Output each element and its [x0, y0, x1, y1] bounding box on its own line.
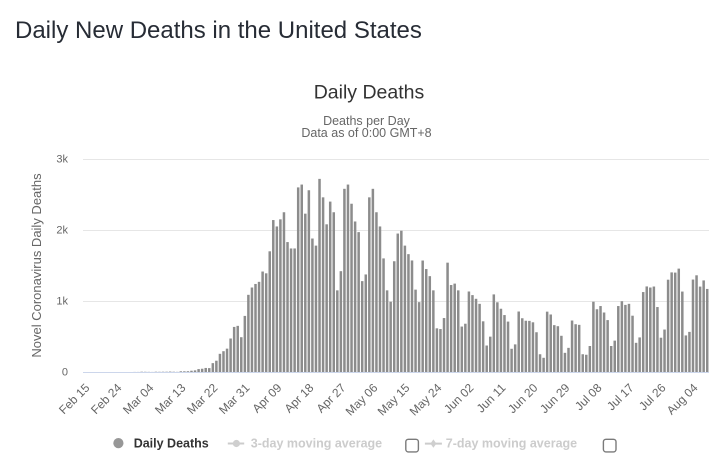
svg-text:Jun 02: Jun 02 [441, 380, 477, 416]
svg-text:May 24: May 24 [407, 380, 445, 418]
svg-text:3-day moving average: 3-day moving average [251, 437, 382, 451]
svg-text:Deaths per Day: Deaths per Day [323, 114, 411, 128]
svg-text:Feb 15: Feb 15 [56, 380, 93, 417]
svg-text:Apr 09: Apr 09 [250, 380, 285, 415]
svg-text:Mar 04: Mar 04 [120, 380, 157, 417]
svg-text:Mar 13: Mar 13 [152, 380, 189, 417]
svg-text:Daily Deaths: Daily Deaths [134, 437, 209, 451]
svg-text:1k: 1k [56, 296, 68, 308]
svg-text:2k: 2k [56, 225, 68, 237]
svg-text:Data as of 0:00 GMT+8: Data as of 0:00 GMT+8 [301, 126, 431, 140]
svg-text:7-day moving average: 7-day moving average [446, 437, 577, 451]
svg-text:Jun 29: Jun 29 [537, 380, 573, 416]
svg-text:Feb 24: Feb 24 [88, 380, 125, 417]
svg-text:3k: 3k [56, 154, 68, 166]
svg-text:Jul 17: Jul 17 [604, 380, 637, 413]
svg-text:Jul 08: Jul 08 [572, 380, 605, 413]
svg-text:Novel Coronavirus Daily Deaths: Novel Coronavirus Daily Deaths [29, 173, 44, 358]
svg-text:Mar 31: Mar 31 [216, 380, 253, 417]
svg-text:Daily Deaths: Daily Deaths [314, 82, 425, 104]
svg-text:May 15: May 15 [375, 380, 413, 418]
svg-text:Apr 18: Apr 18 [282, 380, 317, 415]
svg-text:Mar 22: Mar 22 [184, 380, 221, 417]
svg-text:Jun 11: Jun 11 [474, 380, 509, 415]
svg-text:Jun 20: Jun 20 [505, 380, 541, 416]
svg-text:Aug 04: Aug 04 [664, 381, 701, 418]
svg-text:May 06: May 06 [343, 380, 381, 418]
svg-text:0: 0 [62, 367, 68, 379]
